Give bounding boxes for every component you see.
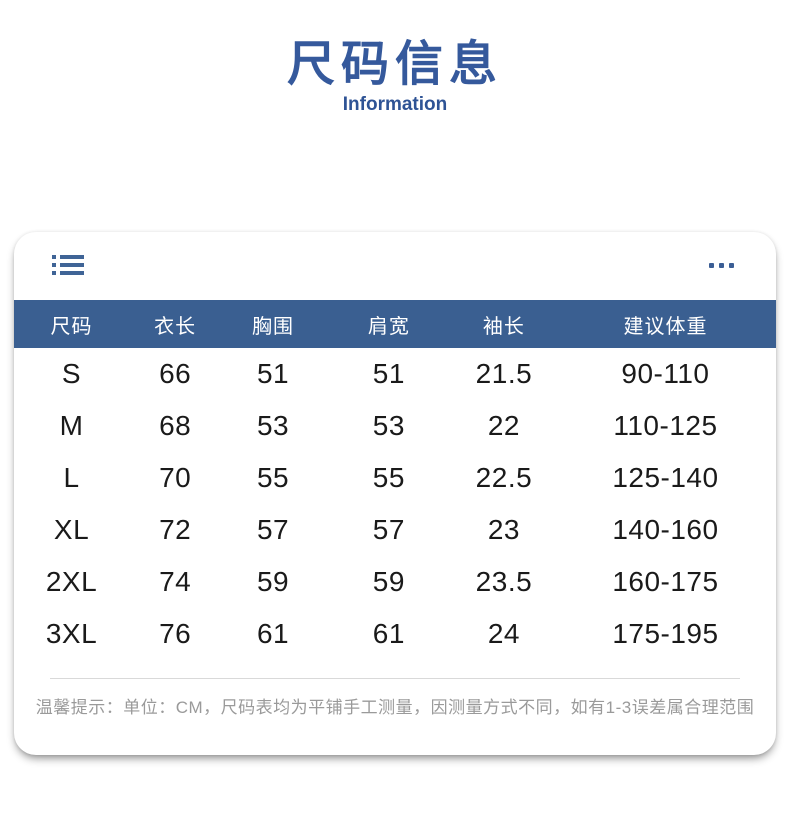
table-cell: 68: [159, 410, 192, 441]
note-text: 温馨提示：单位：CM，尺码表均为平铺手工测量，因测量方式不同，如有1-3误差属合…: [35, 698, 755, 717]
table-cell: 51: [372, 358, 405, 389]
table-header-row: 尺码 衣长 胸围 肩宽 袖长 建议体重: [14, 300, 776, 348]
table-row: S 66 51 51 21.5 90-110: [14, 348, 776, 400]
page-title: 尺码信息: [286, 38, 503, 91]
column-header-shoulder: 肩宽: [367, 315, 410, 338]
table-cell: 61: [256, 618, 290, 649]
table-cell: 22.5: [475, 462, 533, 493]
table-cell: 74: [159, 566, 192, 597]
table-cell: 110-125: [613, 410, 718, 441]
size-chart-card: 尺码 衣长 胸围 肩宽 袖长 建议体重 S 66 51 51 21.5 90-1…: [14, 232, 776, 755]
table-cell: 51: [256, 358, 290, 389]
table-row: XL 72 57 57 23 140-160: [14, 504, 776, 556]
table-cell: 59: [372, 566, 405, 597]
card-toolbar: [14, 232, 776, 300]
table-cell: 66: [159, 358, 192, 389]
table-cell: 53: [256, 410, 290, 441]
table-cell: 22: [487, 410, 520, 441]
table-row: 3XL 76 61 61 24 175-195: [14, 608, 776, 660]
table-cell: 53: [372, 410, 405, 441]
table-cell: XL: [53, 514, 90, 545]
table-row: L 70 55 55 22.5 125-140: [14, 452, 776, 504]
table-cell: 55: [256, 462, 290, 493]
table-cell: 57: [256, 514, 290, 545]
column-header-sleeve: 袖长: [482, 315, 525, 338]
table-cell: 72: [159, 514, 192, 545]
table-cell: S: [61, 358, 82, 389]
table-cell: 90-110: [621, 358, 710, 389]
list-icon-row: [52, 263, 84, 267]
list-icon-row: [52, 271, 84, 275]
table-cell: 23.5: [475, 566, 533, 597]
table-row: M 68 53 53 22 110-125: [14, 400, 776, 452]
table-cell: 55: [372, 462, 405, 493]
table-cell: 61: [372, 618, 405, 649]
table-row: 2XL 74 59 59 23.5 160-175: [14, 556, 776, 608]
column-header-size: 尺码: [50, 315, 93, 338]
table-cell: 3XL: [45, 618, 98, 649]
column-header-weight: 建议体重: [623, 315, 708, 338]
table-cell: 160-175: [612, 566, 719, 597]
table-cell: 140-160: [612, 514, 719, 545]
ellipsis-icon[interactable]: [709, 263, 734, 268]
list-icon-row: [52, 255, 84, 259]
column-header-length: 衣长: [154, 315, 197, 338]
table-cell: 70: [159, 462, 192, 493]
table-cell: 125-140: [612, 462, 719, 493]
table-cell: 57: [372, 514, 405, 545]
table-cell: 59: [256, 566, 290, 597]
table-cell: L: [63, 462, 80, 493]
table-cell: 23: [487, 514, 520, 545]
divider: [50, 678, 740, 679]
list-icon[interactable]: [52, 255, 84, 275]
table-cell: 2XL: [45, 566, 98, 597]
table-cell: 175-195: [612, 618, 719, 649]
table-cell: 24: [487, 618, 520, 649]
table-body: S 66 51 51 21.5 90-110 M 68 53 53 22 110…: [14, 348, 776, 660]
column-header-chest: 胸围: [252, 315, 295, 338]
page-subtitle: Information: [342, 94, 448, 115]
table-cell: M: [59, 410, 84, 441]
table-cell: 76: [159, 618, 192, 649]
table-cell: 21.5: [475, 358, 533, 389]
